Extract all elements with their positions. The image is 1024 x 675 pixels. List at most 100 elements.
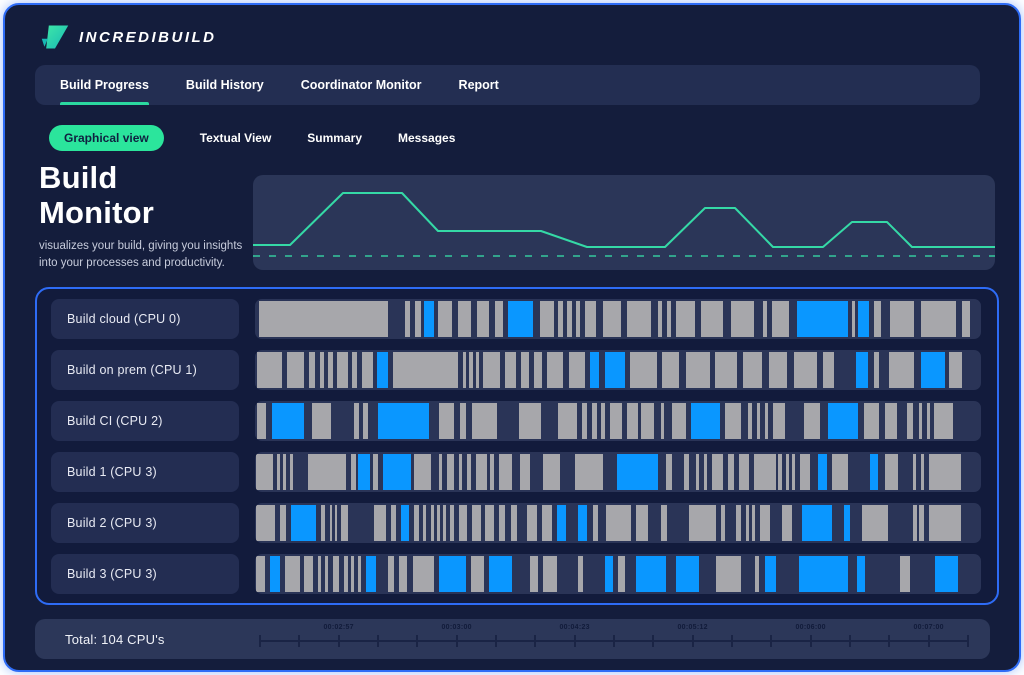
task-segment[interactable] [366,556,377,592]
task-segment[interactable] [769,352,788,388]
task-segment[interactable] [657,301,662,337]
task-segment[interactable] [856,556,865,592]
task-segment[interactable] [949,352,963,388]
task-segment[interactable] [504,352,516,388]
subtab-textual-view[interactable]: Textual View [199,131,272,145]
task-segment[interactable] [704,454,708,490]
task-segment[interactable] [271,403,305,439]
task-segment[interactable] [926,403,931,439]
task-segment[interactable] [422,505,426,541]
task-segment[interactable] [764,403,769,439]
task-segment[interactable] [470,556,484,592]
task-segment[interactable] [289,454,293,490]
task-segment[interactable] [539,301,555,337]
task-segment[interactable] [929,505,962,541]
task-segment[interactable] [414,301,421,337]
task-segment[interactable] [307,454,347,490]
task-segment[interactable] [475,352,480,388]
task-segment[interactable] [400,505,409,541]
task-segment[interactable] [459,505,467,541]
task-segment[interactable] [921,454,925,490]
task-segment[interactable] [864,403,880,439]
task-segment[interactable] [636,505,648,541]
subtab-messages[interactable]: Messages [398,131,456,145]
task-segment[interactable] [716,556,741,592]
task-segment[interactable] [321,505,325,541]
task-segment[interactable] [390,505,396,541]
task-segment[interactable] [760,505,771,541]
task-segment[interactable] [721,505,726,541]
task-segment[interactable] [437,301,453,337]
task-segment[interactable] [510,505,518,541]
task-segment[interactable] [304,556,314,592]
task-segment[interactable] [869,454,878,490]
task-segment[interactable] [593,505,599,541]
task-segment[interactable] [578,505,587,541]
task-segment[interactable] [413,454,431,490]
task-segment[interactable] [727,454,735,490]
task-segment[interactable] [899,556,910,592]
task-segment[interactable] [685,352,711,388]
task-segment[interactable] [541,505,552,541]
task-segment[interactable] [283,454,287,490]
task-segment[interactable] [337,352,348,388]
task-segment[interactable] [475,454,488,490]
task-segment[interactable] [352,352,357,388]
task-segment[interactable] [472,403,498,439]
task-segment[interactable] [507,301,534,337]
task-segment[interactable] [438,454,443,490]
task-segment[interactable] [798,556,849,592]
task-segment[interactable] [667,301,671,337]
task-segment[interactable] [519,403,542,439]
task-segment[interactable] [851,301,856,337]
task-segment[interactable] [332,556,340,592]
task-segment[interactable] [640,403,655,439]
task-segment[interactable] [676,301,695,337]
task-segment[interactable] [328,352,333,388]
task-segment[interactable] [382,454,412,490]
task-segment[interactable] [832,454,849,490]
task-segment[interactable] [601,403,605,439]
task-segment[interactable] [387,556,395,592]
task-segment[interactable] [311,403,331,439]
task-segment[interactable] [933,403,954,439]
task-segment[interactable] [276,454,280,490]
task-segment[interactable] [753,454,776,490]
task-segment[interactable] [341,505,348,541]
task-segment[interactable] [745,505,749,541]
task-segment[interactable] [918,505,925,541]
task-segment[interactable] [526,505,537,541]
task-segment[interactable] [590,352,600,388]
task-segment[interactable] [319,352,324,388]
task-segment[interactable] [412,556,435,592]
task-segment[interactable] [801,505,833,541]
task-segment[interactable] [934,556,958,592]
task-segment[interactable] [604,352,625,388]
task-segment[interactable] [498,454,512,490]
task-segment[interactable] [616,454,658,490]
task-segment[interactable] [443,505,446,541]
tab-coordinator-monitor[interactable]: Coordinator Monitor [301,65,422,105]
task-segment[interactable] [469,352,473,388]
task-segment[interactable] [490,454,494,490]
tab-build-progress[interactable]: Build Progress [60,65,149,105]
task-segment[interactable] [818,454,828,490]
task-segment[interactable] [363,403,369,439]
task-segment[interactable] [530,556,539,592]
task-segment[interactable] [742,352,763,388]
task-segment[interactable] [256,556,266,592]
task-segment[interactable] [462,352,467,388]
task-segment[interactable] [449,505,454,541]
task-segment[interactable] [763,301,767,337]
task-segment[interactable] [874,352,879,388]
task-segment[interactable] [519,454,531,490]
task-segment[interactable] [424,301,434,337]
task-segment[interactable] [701,301,724,337]
task-segment[interactable] [873,301,881,337]
task-segment[interactable] [918,403,923,439]
task-segment[interactable] [344,556,348,592]
task-segment[interactable] [636,556,666,592]
task-segment[interactable] [792,454,796,490]
task-segment[interactable] [334,505,338,541]
task-segment[interactable] [797,301,849,337]
